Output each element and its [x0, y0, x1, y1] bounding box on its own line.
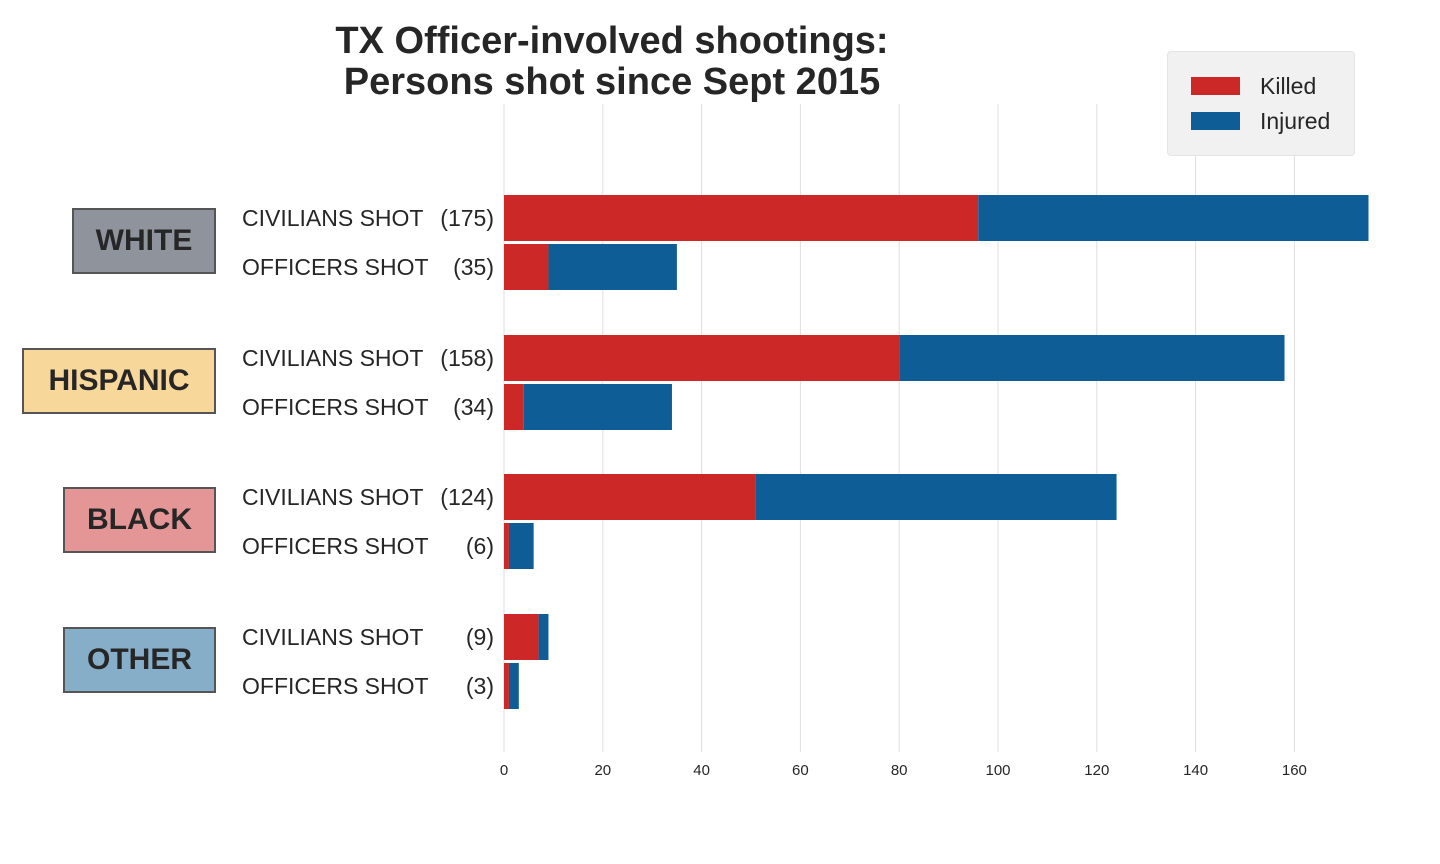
x-tick-label-20: 20: [594, 762, 611, 779]
row-label-black-officers: OFFICERS SHOT: [242, 533, 429, 559]
bar-killed-white-officers-shot: [504, 244, 549, 290]
row-count-white-civilians: (175): [440, 205, 494, 231]
legend-item-killed: Killed: [1191, 72, 1317, 99]
row-label-white-officers: OFFICERS SHOT: [242, 254, 429, 280]
bar-injured-other-civilians-shot: [538, 614, 549, 660]
row-count-black-civilians: (124): [440, 484, 494, 510]
legend: Killed Injured: [1167, 51, 1355, 156]
row-label-hispanic-civilians: CIVILIANS SHOT: [242, 345, 424, 371]
bar-injured-other-officers-shot: [508, 663, 519, 709]
row-count-black-officers: (6): [465, 533, 494, 559]
bar-killed-black-civilians-shot: [504, 474, 756, 520]
x-tick-label-0: 0: [500, 762, 508, 779]
x-tick-label-60: 60: [792, 762, 809, 779]
bar-killed-hispanic-civilians-shot: [504, 335, 900, 381]
group-label-black: BLACK: [63, 487, 216, 553]
legend-label-killed: Killed: [1260, 72, 1317, 99]
legend-swatch-killed: [1191, 77, 1240, 95]
bar-killed-other-civilians-shot: [504, 614, 539, 660]
bar-killed-other-officers-shot: [504, 663, 509, 709]
bar-injured-white-civilians-shot: [978, 195, 1369, 241]
x-tick-label-140: 140: [1183, 762, 1208, 779]
x-tick-label-80: 80: [891, 762, 908, 779]
chart-title-line-2: Persons shot since Sept 2015: [343, 61, 881, 103]
row-count-hispanic-civilians: (158): [440, 345, 494, 371]
bar-injured-black-civilians-shot: [755, 474, 1117, 520]
row-label-hispanic-officers: OFFICERS SHOT: [242, 394, 429, 420]
group-label-white: WHITE: [72, 208, 216, 274]
group-label-other: OTHER: [63, 627, 216, 693]
row-count-other-officers: (3): [465, 673, 494, 699]
group-label-hispanic: HISPANIC: [22, 348, 216, 414]
bar-killed-white-civilians-shot: [504, 195, 979, 241]
bar-killed-hispanic-officers-shot: [504, 384, 524, 430]
x-tick-label-100: 100: [985, 762, 1010, 779]
bar-injured-hispanic-civilians-shot: [899, 335, 1285, 381]
x-tick-label-160: 160: [1282, 762, 1307, 779]
x-tick-label-40: 40: [693, 762, 710, 779]
x-tick-label-120: 120: [1084, 762, 1109, 779]
row-count-white-officers: (35): [453, 254, 494, 280]
bar-injured-hispanic-officers-shot: [523, 384, 672, 430]
bar-injured-black-officers-shot: [508, 523, 534, 569]
legend-swatch-injured: [1191, 112, 1240, 130]
bar-killed-black-officers-shot: [504, 523, 509, 569]
row-count-hispanic-officers: (34): [453, 394, 494, 420]
row-count-other-civilians: (9): [465, 624, 494, 650]
chart-title-line-1: TX Officer-involved shootings:: [335, 20, 889, 62]
row-label-other-civilians: CIVILIANS SHOT: [242, 624, 424, 650]
row-label-black-civilians: CIVILIANS SHOT: [242, 484, 424, 510]
row-label-white-civilians: CIVILIANS SHOT: [242, 205, 424, 231]
legend-label-injured: Injured: [1260, 107, 1331, 134]
row-label-other-officers: OFFICERS SHOT: [242, 673, 429, 699]
legend-item-injured: Injured: [1191, 107, 1331, 134]
bar-injured-white-officers-shot: [548, 244, 677, 290]
